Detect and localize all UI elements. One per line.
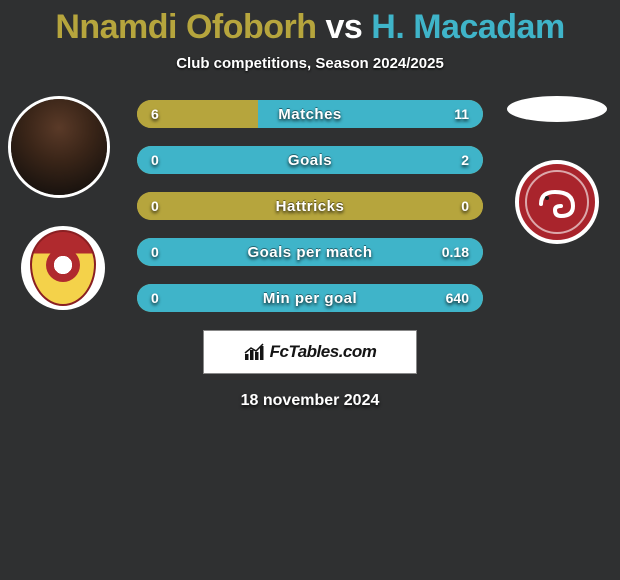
right-player-column (502, 96, 612, 244)
player-a-team-badge (21, 226, 105, 310)
stat-bar: 0 Goals per match 0.18 (137, 238, 483, 266)
stat-bar: 0 Goals 2 (137, 146, 483, 174)
stat-right-value: 2 (461, 152, 469, 168)
vs-text: vs (325, 8, 362, 46)
stat-right-value: 640 (446, 290, 469, 306)
player-a-avatar (8, 96, 110, 198)
stat-label: Goals per match (247, 244, 372, 261)
subtitle: Club competitions, Season 2024/2025 (0, 55, 620, 72)
stat-right-value: 0 (461, 198, 469, 214)
stat-left-value: 0 (151, 290, 159, 306)
stat-left-value: 6 (151, 106, 159, 122)
avatar-image-placeholder (11, 99, 107, 195)
comparison-body: 6 Matches 11 0 Goals 2 0 Hattricks 0 0 Goals per m… (0, 100, 620, 410)
stat-bar: 0 Hattricks 0 (137, 192, 483, 220)
stat-label: Hattricks (276, 198, 345, 215)
stat-left-value: 0 (151, 152, 159, 168)
player-b-team-badge (515, 160, 599, 244)
comparison-title: Nnamdi Ofoborh vs H. Macadam (0, 0, 620, 47)
player-a-name: Nnamdi Ofoborh (55, 8, 316, 46)
stat-label: Matches (278, 106, 342, 123)
stat-label: Goals (288, 152, 332, 169)
stat-bar: 0 Min per goal 640 (137, 284, 483, 312)
brand-text: FcTables.com (270, 342, 377, 362)
stat-left-value: 0 (151, 244, 159, 260)
stat-left-value: 0 (151, 198, 159, 214)
stat-bars-container: 6 Matches 11 0 Goals 2 0 Hattricks 0 0 Goals per m… (137, 100, 483, 312)
stat-bar: 6 Matches 11 (137, 100, 483, 128)
player-b-name: H. Macadam (371, 8, 564, 46)
shrimp-icon (535, 186, 579, 222)
left-player-column (8, 96, 118, 310)
stat-right-value: 0.18 (442, 244, 469, 260)
stat-right-value: 11 (454, 106, 469, 122)
date-text: 18 november 2024 (0, 392, 620, 410)
player-b-avatar-placeholder (507, 96, 607, 122)
stat-label: Min per goal (263, 290, 357, 307)
shield-icon (30, 230, 96, 306)
brand-box: FcTables.com (203, 330, 417, 374)
bar-chart-icon (244, 343, 266, 361)
